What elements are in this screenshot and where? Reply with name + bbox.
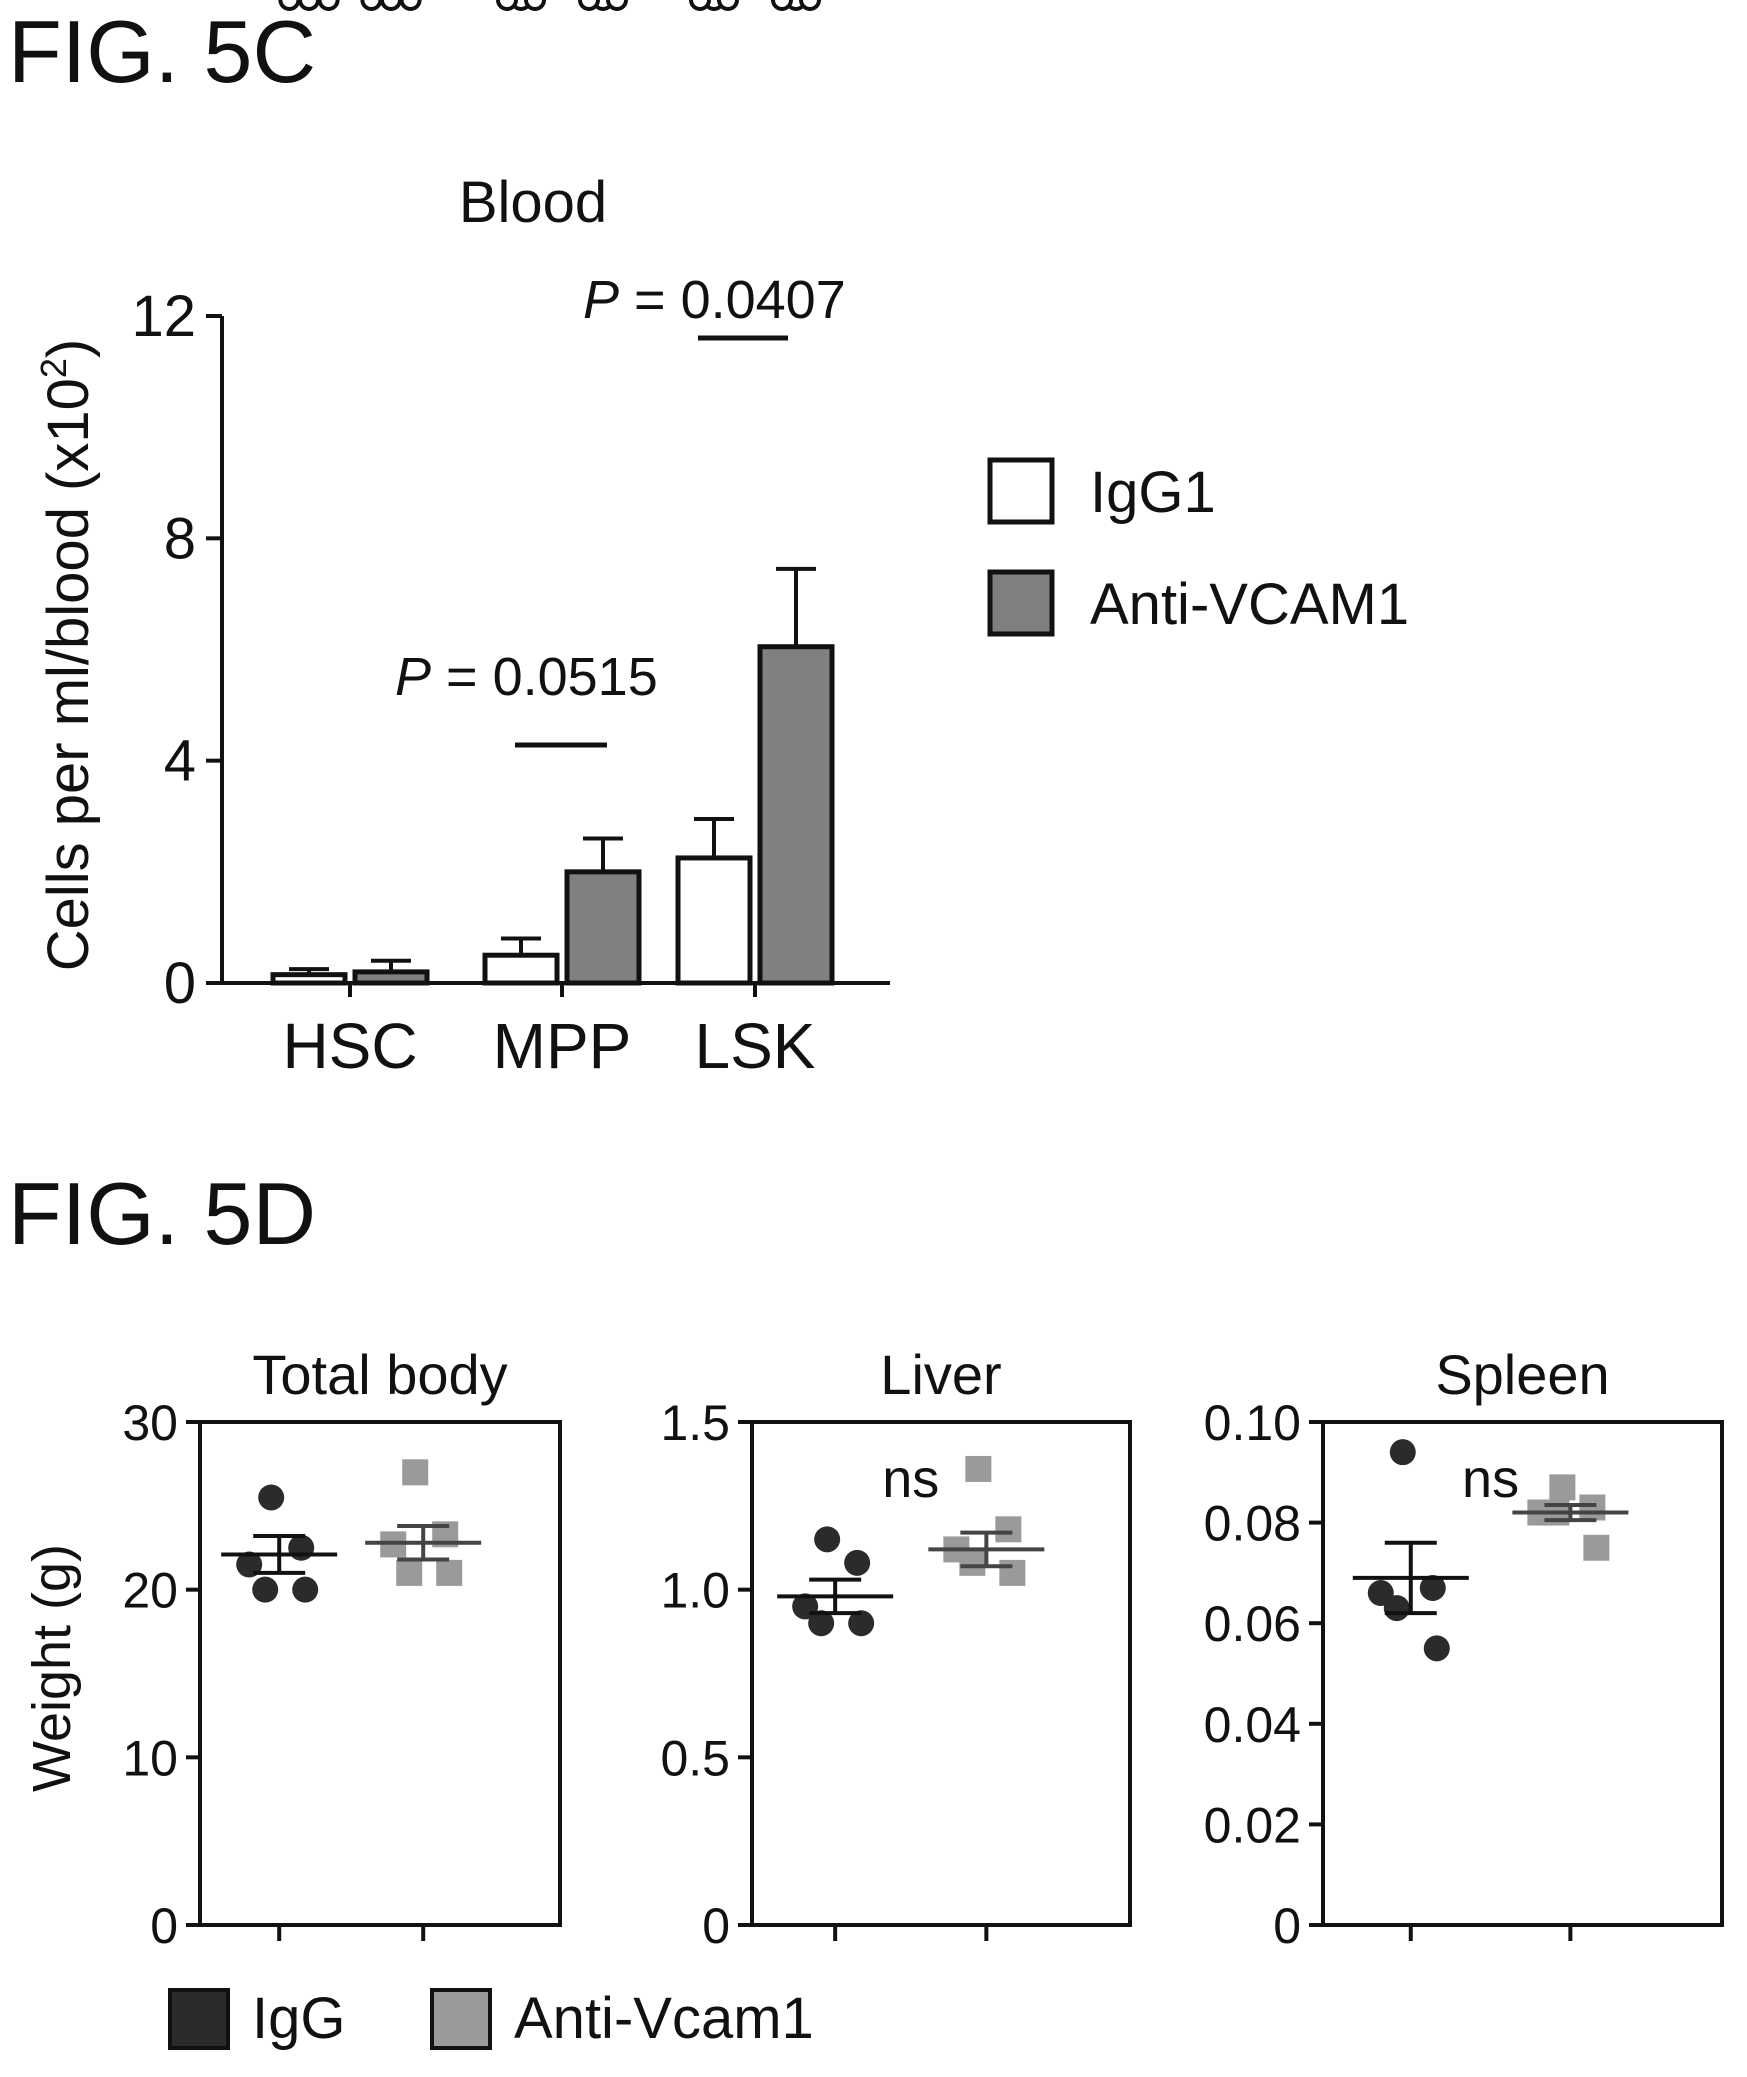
y-axis-label-close: ) <box>36 339 101 358</box>
legend-swatch <box>168 1988 230 2050</box>
data-point <box>496 0 518 11</box>
figure-5c-label: FIG. 5C <box>8 2 317 101</box>
legend-swatch <box>987 457 1055 525</box>
data-point-igg <box>258 1484 285 1511</box>
y-axis-label-superscript: 2 <box>33 358 74 378</box>
panel-title: Liver <box>880 1343 1001 1406</box>
significance-annotation: ns <box>882 1449 939 1509</box>
x-tick-label: MPP <box>493 1010 632 1082</box>
y-tick-label: 30 <box>122 1395 178 1451</box>
y-tick-label: 0 <box>1273 1898 1301 1954</box>
data-point <box>360 0 383 11</box>
data-point-anti-vcam1 <box>965 1455 992 1482</box>
data-point-anti-vcam1 <box>995 1516 1022 1543</box>
y-tick-label: 1.5 <box>660 1395 730 1451</box>
y-tick-label: 20 <box>122 1563 178 1619</box>
p-value-text: = 0.0407 <box>619 270 846 330</box>
figure-5d-label: FIG. 5D <box>8 1164 317 1263</box>
data-point-igg <box>288 1534 315 1561</box>
panel-frame <box>750 1420 1132 1927</box>
data-point-igg <box>1423 1635 1450 1662</box>
data-point <box>278 0 301 11</box>
legend-label: IgG <box>252 1986 346 2051</box>
y-axis-label: Cells per ml/blood (x102) <box>33 339 101 972</box>
data-point-igg <box>814 1526 841 1553</box>
data-point-anti-vcam1 <box>436 1559 463 1586</box>
data-point <box>524 0 546 11</box>
p-value-annotation: P = 0.0515 <box>395 647 658 707</box>
bar-igg1-lsk <box>675 855 753 986</box>
data-point-igg <box>808 1610 835 1637</box>
data-point-anti-vcam1 <box>1583 1534 1610 1561</box>
y-axis-label: Weight (g) <box>22 1544 82 1792</box>
data-point-anti-vcam1 <box>959 1549 986 1576</box>
data-point-anti-vcam1 <box>999 1559 1026 1586</box>
panel-frame <box>198 1420 562 1927</box>
bar-anti-vcam1-lsk <box>757 644 835 986</box>
y-tick-label: 0.06 <box>1204 1596 1301 1652</box>
data-point <box>380 0 402 11</box>
y-tick-label: 0.5 <box>660 1730 730 1786</box>
data-point <box>689 0 711 11</box>
data-point-igg <box>292 1576 319 1603</box>
fig5c-bar-chart: Blood 0 4 8 12 Cells per ml/blood (x102) HSC MP… <box>33 0 1409 1082</box>
data-point-igg <box>1419 1574 1446 1601</box>
y-tick-label: 0.02 <box>1204 1797 1301 1853</box>
data-point <box>399 0 422 11</box>
y-tick-label: 12 <box>131 284 196 349</box>
chart-title: Blood <box>459 170 607 235</box>
legend-swatch <box>430 1988 492 2050</box>
legend-swatch <box>987 569 1055 637</box>
y-tick-label: 0.08 <box>1204 1496 1301 1552</box>
y-tick-label: 8 <box>164 506 196 571</box>
y-tick-label: 0.04 <box>1204 1697 1301 1753</box>
panel-title: Spleen <box>1435 1343 1609 1406</box>
p-value-text: = 0.0515 <box>431 647 658 707</box>
data-point <box>317 0 340 11</box>
data-point-anti-vcam1 <box>402 1459 429 1486</box>
y-axis-label-main: Cells per ml/blood (x10 <box>36 378 101 971</box>
x-tick-label: LSK <box>695 1010 816 1082</box>
p-value-symbol: P <box>395 647 431 707</box>
data-point <box>298 0 320 11</box>
p-value-symbol: P <box>583 270 619 330</box>
data-point-igg <box>1389 1439 1416 1466</box>
y-tick-label: 0 <box>150 1898 178 1954</box>
data-point-igg <box>848 1610 875 1637</box>
y-tick-label: 4 <box>164 729 196 794</box>
data-point-anti-vcam1 <box>1549 1474 1576 1501</box>
panel-frame <box>1321 1420 1724 1927</box>
data-point <box>606 0 628 11</box>
x-tick-label: HSC <box>282 1010 417 1082</box>
data-point-anti-vcam1 <box>1579 1494 1606 1521</box>
p-value-annotation: P = 0.0407 <box>583 270 846 330</box>
y-tick-label: 1.0 <box>660 1563 730 1619</box>
panel-title: Total body <box>252 1343 507 1406</box>
data-point <box>578 0 600 11</box>
significance-annotation: ns <box>1462 1449 1519 1509</box>
y-tick-label: 0 <box>702 1898 730 1954</box>
data-point <box>717 0 739 11</box>
legend-label: IgG1 <box>1090 460 1216 525</box>
y-tick-label: 0 <box>164 951 196 1016</box>
y-tick-label: 10 <box>122 1730 178 1786</box>
legend-label: Anti-VCAM1 <box>1090 572 1409 637</box>
data-point-igg <box>1383 1595 1410 1622</box>
y-tick-label: 0.10 <box>1204 1395 1301 1451</box>
data-point <box>771 0 793 11</box>
data-point <box>799 0 821 11</box>
data-point-anti-vcam1 <box>396 1559 423 1586</box>
legend-label: Anti-Vcam1 <box>514 1986 814 2051</box>
data-point-igg <box>252 1576 279 1603</box>
data-point-igg <box>844 1549 871 1576</box>
